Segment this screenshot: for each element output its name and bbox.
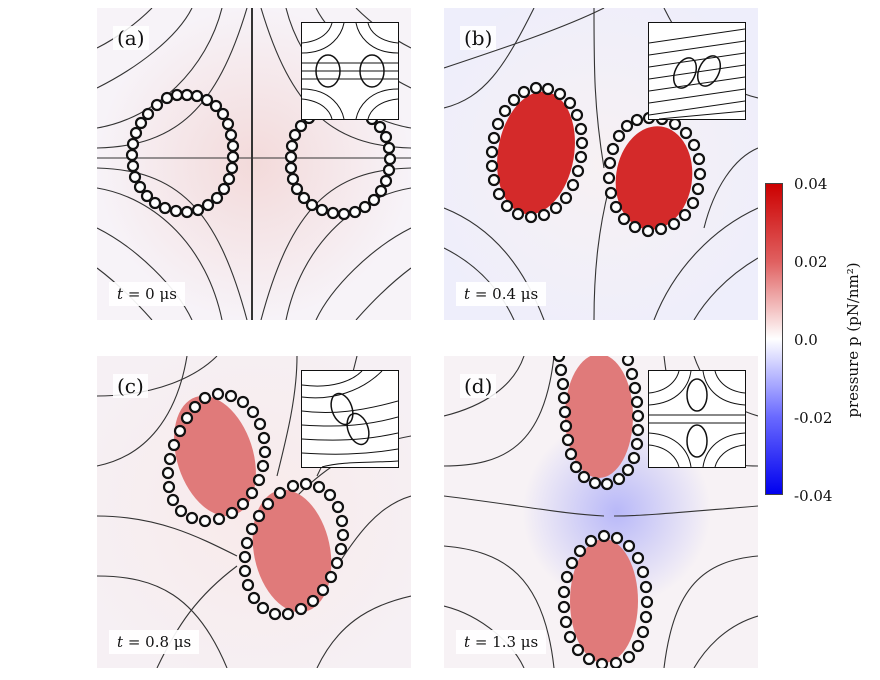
- vesicle-bottom-d: [557, 529, 654, 668]
- inset-streamlines-b: [649, 28, 745, 119]
- pressure-colorbar: [765, 183, 783, 495]
- panel-b: (b) t = 0.4 μs: [444, 8, 758, 320]
- vesicle-top-c: [161, 387, 272, 528]
- vesicle-bottom-c: [238, 477, 350, 621]
- inset-streamlines-d: [649, 371, 745, 467]
- time-variable: t: [117, 285, 124, 303]
- time-variable: t: [117, 633, 124, 651]
- time-label-b: t = 0.4 μs: [456, 282, 547, 306]
- inset-c: [301, 370, 399, 468]
- vesicle-left-a: [125, 88, 240, 219]
- panel-letter-a: (a): [113, 26, 149, 50]
- time-value: = 0.4 μs: [474, 285, 539, 303]
- colorbar-tick: 0.0: [794, 331, 818, 349]
- time-value: = 1.3 μs: [474, 633, 539, 651]
- time-label-a: t = 0 μs: [109, 282, 185, 306]
- panel-letter-b: (b): [460, 26, 497, 50]
- time-label-d: t = 1.3 μs: [456, 630, 547, 654]
- panel-letter-c: (c): [113, 374, 148, 398]
- time-value: = 0 μs: [127, 285, 177, 303]
- inset-streamlines-a: [302, 23, 398, 119]
- panel-d: (d) t = 1.3 μs: [444, 356, 758, 668]
- colorbar-title: pressure p (pN/nm²): [844, 262, 862, 418]
- streamlines-b: [444, 8, 758, 320]
- inset-d: [648, 370, 746, 468]
- flow-field-c: [97, 356, 411, 668]
- panel-c: (c) t = 0.8 μs: [97, 356, 411, 668]
- time-variable: t: [464, 633, 471, 651]
- vesicle-right-b: [602, 111, 707, 238]
- colorbar-tick: -0.04: [794, 487, 833, 505]
- colorbar-tick: 0.04: [794, 175, 828, 193]
- vesicle-left-b: [485, 81, 589, 224]
- colorbar-tick: -0.02: [794, 409, 833, 427]
- inset-b: [648, 22, 746, 120]
- time-label-c: t = 0.8 μs: [109, 630, 200, 654]
- panel-a: (a) t = 0 μs: [97, 8, 411, 320]
- vesicle-top-d: [552, 356, 645, 491]
- inset-streamlines-c: [302, 371, 398, 467]
- time-value: = 0.8 μs: [127, 633, 192, 651]
- colorbar-tick: 0.02: [794, 253, 828, 271]
- panel-letter-d: (d): [460, 374, 497, 398]
- inset-a: [301, 22, 399, 120]
- time-variable: t: [464, 285, 471, 303]
